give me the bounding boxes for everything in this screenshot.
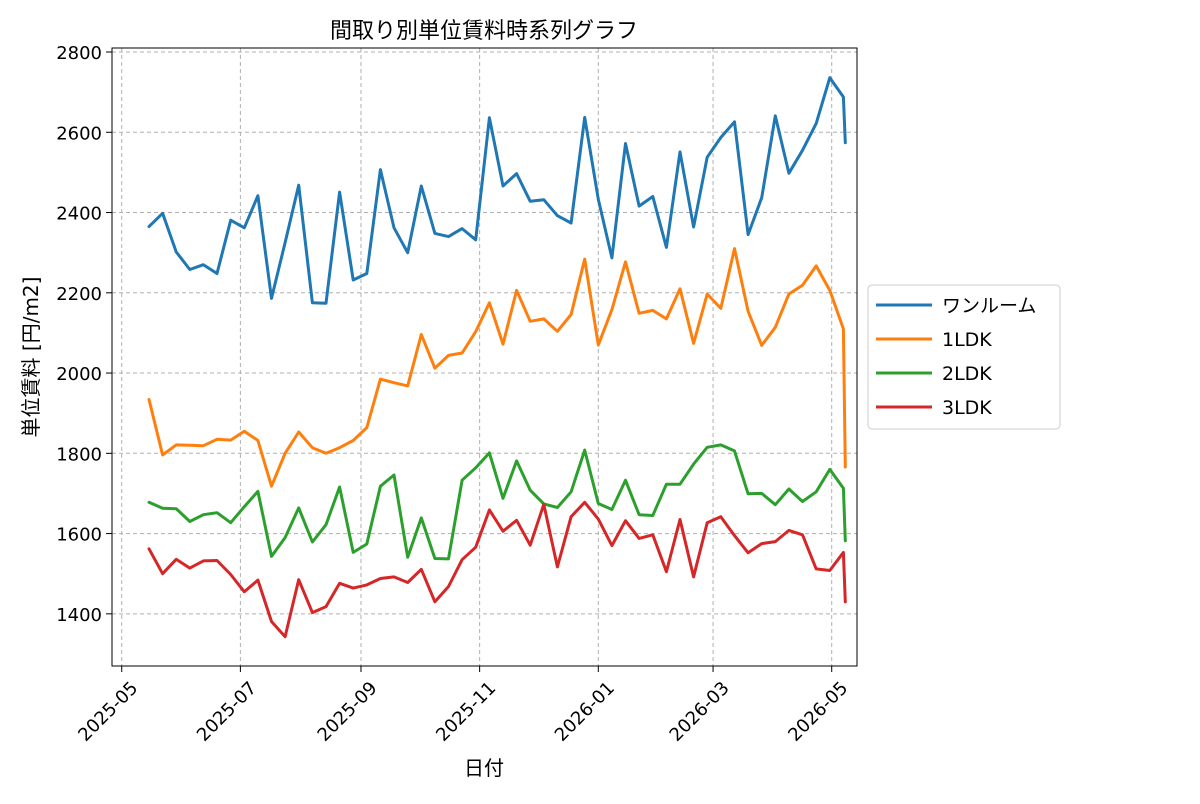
- series-line-3: [147, 500, 847, 639]
- grid-layer: [112, 48, 857, 666]
- series-line-0: [147, 76, 847, 305]
- y-axis-label: 単位賃料 [円/m2]: [19, 277, 43, 438]
- y-tick-label: 2200: [56, 284, 102, 305]
- legend-label: 2LDK: [942, 363, 992, 385]
- series-line-2: [147, 443, 847, 561]
- plot-frame: [111, 47, 858, 667]
- legend-label: 1LDK: [942, 329, 992, 351]
- y-tick-label: 1600: [56, 525, 102, 546]
- y-tick-label: 2600: [56, 123, 102, 144]
- series-line-1: [147, 247, 847, 488]
- legend-box: [867, 284, 1061, 430]
- x-axis-label: 日付: [464, 756, 504, 780]
- legend: ワンルーム 1LDK 2LDK 3LDK: [867, 284, 1061, 430]
- y-tick-label: 2000: [56, 364, 102, 385]
- y-tick-label: 2400: [56, 204, 102, 225]
- chart-title: 間取り別単位賃料時系列グラフ: [330, 19, 638, 44]
- series-layer: [147, 76, 847, 639]
- y-tick-label: 1400: [56, 605, 102, 626]
- y-axis: 1400 1600 1800 2000 2200 2400 2600 2800: [56, 43, 112, 626]
- y-tick-label: 1800: [56, 444, 102, 465]
- legend-label: ワンルーム: [942, 295, 1036, 317]
- y-tick-label: 2800: [56, 43, 102, 64]
- legend-label: 3LDK: [942, 397, 992, 419]
